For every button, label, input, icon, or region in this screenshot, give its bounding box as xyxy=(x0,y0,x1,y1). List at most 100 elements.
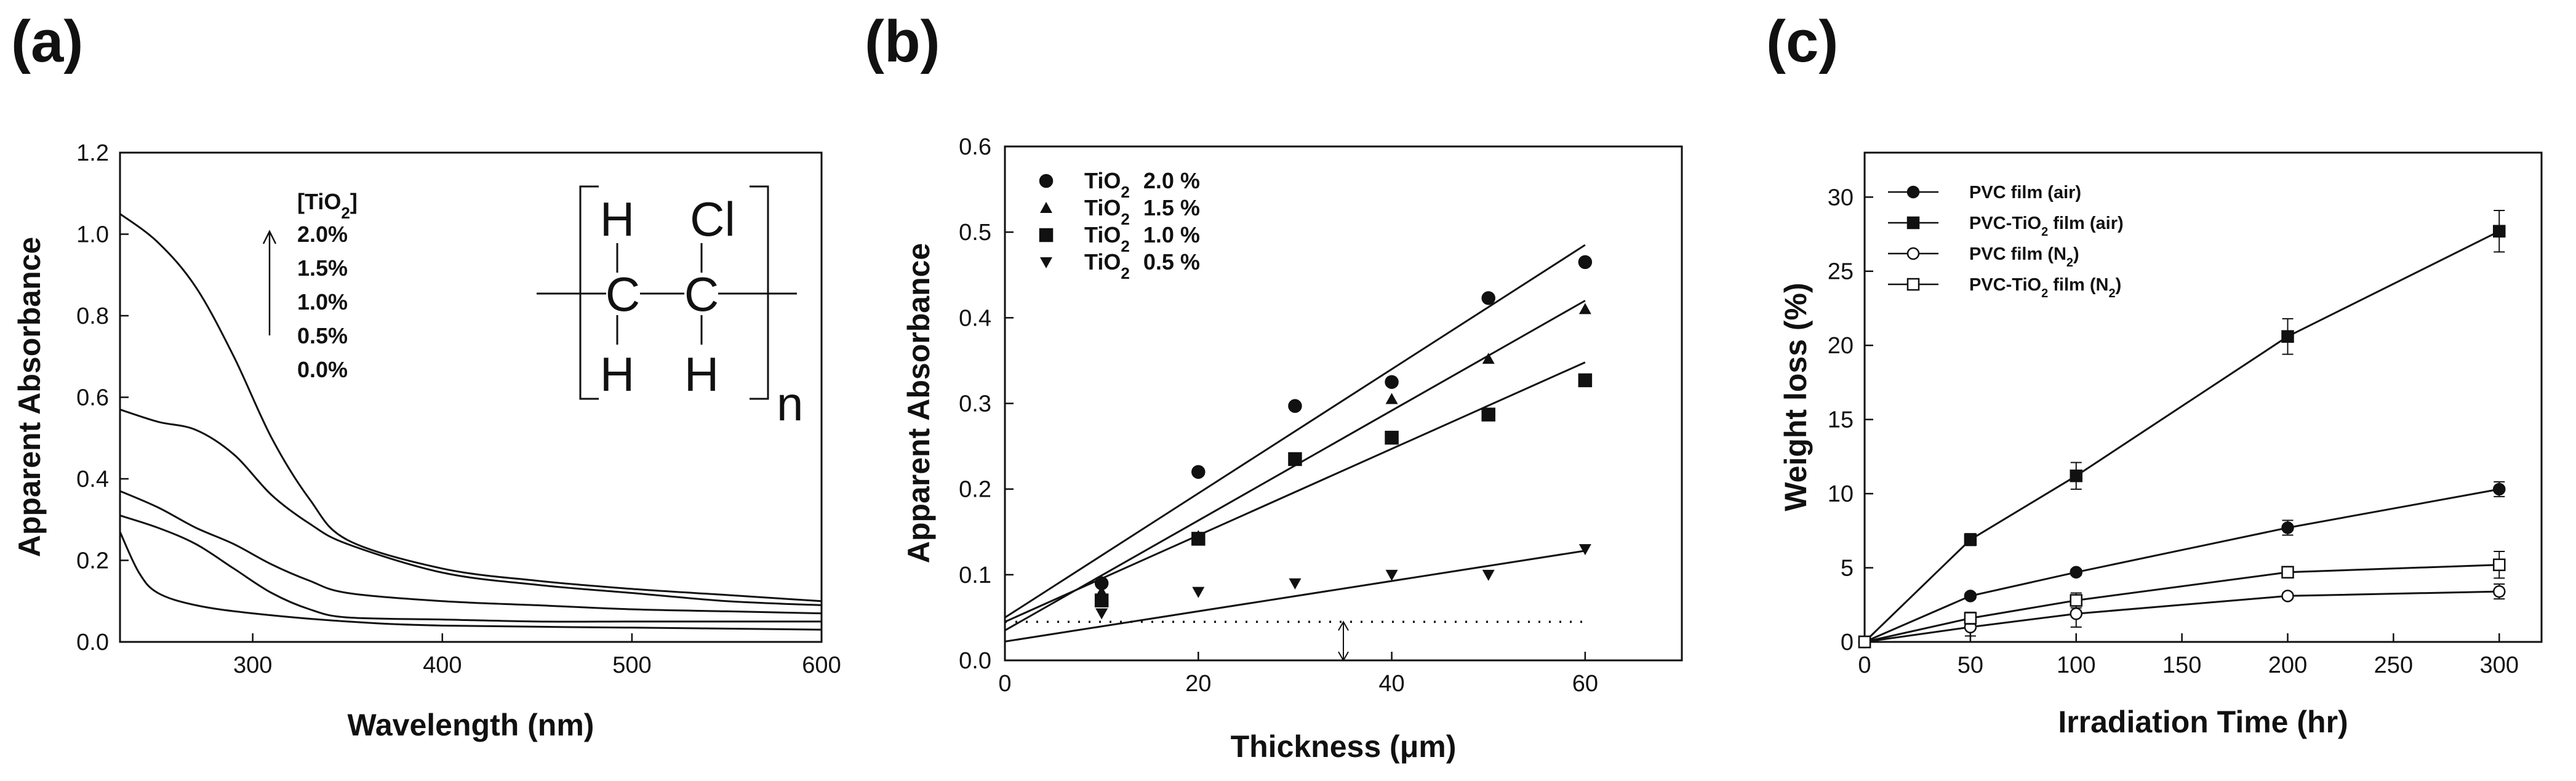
panel-c-legend-sub: 2 xyxy=(2066,256,2073,270)
panel-c-legend-tail: ) xyxy=(2073,244,2079,264)
panel-b-point-0.5% xyxy=(1385,569,1398,581)
structure-atom-c-right: C xyxy=(684,267,719,321)
panel-c-plot-frame xyxy=(1863,151,2543,643)
panel-b-point-0.5% xyxy=(1289,578,1302,590)
panel-b-legend-prefix: TiO xyxy=(1084,222,1121,247)
panel-b-y-axis-label: Apparent Absorbance xyxy=(902,243,936,563)
panel-c-point-2 xyxy=(2493,585,2506,598)
panel-b-chart: 0 20 40 60 0.0 0.1 0.2 0.3 0.4 0.5 0.6 Thickness (… xyxy=(902,134,1683,764)
panel-a-spectrum-line-0.5% xyxy=(119,515,822,623)
panel-b-legend-label-1.0%: TiO2 1.0 % xyxy=(1084,222,1200,255)
panel-c-y-tick-label: 20 xyxy=(1828,333,1854,359)
panel-c-point-3 xyxy=(1964,612,1977,625)
panel-b-point-0.5% xyxy=(1095,608,1108,620)
panel-c-point-3 xyxy=(2281,566,2294,579)
panel-b-legend-marker-2.0% xyxy=(1039,174,1054,188)
panel-b-legend-sub: 2 xyxy=(1121,183,1129,201)
panel-b-legend-prefix: TiO xyxy=(1084,168,1121,193)
panel-b-legend-value: 1.0 % xyxy=(1143,222,1200,247)
panel-b-legend-label-1.5%: TiO2 1.5 % xyxy=(1084,195,1200,228)
panel-a-legend-0.0: 0.0% xyxy=(297,357,348,382)
panel-c-point-1 xyxy=(1964,533,1977,547)
panel-a-spectrum-line-0.0% xyxy=(119,531,822,631)
panel-b-x-tick-label: 40 xyxy=(1378,671,1404,697)
panel-c-point-0 xyxy=(2493,483,2506,496)
panel-a-label: (a) xyxy=(11,9,83,74)
panel-c-label: (c) xyxy=(1766,9,1838,74)
panel-c-legend-sub: 2 xyxy=(2041,287,2048,300)
structure-atom-h-bottom-right: H xyxy=(684,347,719,401)
panel-b-y-tick-label: 0.4 xyxy=(959,305,991,331)
panel-a-arrow-head xyxy=(262,230,277,244)
panel-a-legend-1.0: 1.0% xyxy=(297,289,348,314)
panel-a-legend-2.0: 2.0% xyxy=(297,222,348,247)
panel-c-x-tick-label: 50 xyxy=(1958,652,1983,678)
panel-b-legend-marker-1.0% xyxy=(1039,228,1054,242)
panel-b-point-0.5% xyxy=(1192,587,1205,598)
panel-c-x-tick-label: 150 xyxy=(2162,652,2201,678)
panel-b-legend-prefix: TiO xyxy=(1084,249,1121,274)
panel-b-legend-value: 1.5 % xyxy=(1143,195,1200,220)
panel-c-x-tick-label: 0 xyxy=(1858,652,1871,678)
panel-b-x-tick-label: 20 xyxy=(1185,671,1211,697)
pvc-structure: H Cl C C H H n xyxy=(537,185,803,431)
panel-c-legend-marker-1 xyxy=(1906,216,1920,230)
panel-b-point-1.0% xyxy=(1094,593,1109,607)
panel-a-spectrum-line-1.5% xyxy=(119,408,822,606)
panel-c-point-0 xyxy=(2281,521,2294,534)
panel-c-legend-label-1: PVC-TiO2 film (air) xyxy=(1969,214,2124,239)
structure-atom-h-top: H xyxy=(600,192,634,246)
panel-b-x-tick-label: 0 xyxy=(998,671,1011,697)
panel-c-point-0 xyxy=(2070,566,2082,579)
panel-c-series-line-3 xyxy=(1864,564,2500,643)
panel-a-x-tick-label: 400 xyxy=(423,652,462,678)
panel-b-legend-value: 0.5 % xyxy=(1143,249,1200,274)
panel-c-legend-tail: film (N xyxy=(2048,275,2108,295)
panel-a-y-tick-label: 0.2 xyxy=(76,548,109,574)
panel-a-y-tick-label: 0.4 xyxy=(76,467,109,492)
panel-b-point-1.0% xyxy=(1481,407,1495,422)
panel-c-point-1 xyxy=(2281,330,2294,343)
panel-c-legend-main: PVC-TiO xyxy=(1969,214,2041,233)
panel-c-series-line-0 xyxy=(1864,488,2500,643)
panel-b-point-2.0% xyxy=(1288,399,1302,413)
panel-c-point-3 xyxy=(2493,558,2506,571)
panel-c-y-tick-label: 0 xyxy=(1841,630,1854,655)
panel-a-x-tick-label: 500 xyxy=(612,652,651,678)
panel-c-legend-label-0: PVC film (air) xyxy=(1969,183,2081,202)
panel-a-y-tick-label: 1.2 xyxy=(76,140,109,166)
panel-b-fit-line-2.0% xyxy=(1004,244,1586,619)
panel-c-legend-marker-2 xyxy=(1906,247,1920,260)
panel-c-x-axis-label: Irradiation Time (hr) xyxy=(2058,705,2348,739)
panel-b-point-1.0% xyxy=(1191,532,1206,546)
panel-c-legend-tail2: ) xyxy=(2116,275,2122,295)
panel-c-legend-main: PVC film (N xyxy=(1969,244,2066,264)
panel-b-legend-label-0.5%: TiO2 0.5 % xyxy=(1084,249,1200,282)
panel-b-label: (b) xyxy=(865,9,940,74)
panel-b-legend-marker-0.5% xyxy=(1040,257,1052,268)
panel-b-point-2.0% xyxy=(1191,465,1206,479)
panel-b-point-1.0% xyxy=(1385,430,1399,445)
panel-a-chart: 300 400 500 600 0.0 0.2 0.4 0.6 0.8 1.0 1.2 Wavele… xyxy=(12,140,841,742)
panel-b-point-1.0% xyxy=(1288,452,1302,467)
panel-b-legend-marker-1.5% xyxy=(1040,202,1052,213)
panel-b-point-2.0% xyxy=(1578,255,1593,270)
panel-b-y-tick-label: 0.3 xyxy=(959,391,991,417)
panel-b-point-0.5% xyxy=(1578,544,1591,556)
panel-a-legend-title: [TiO2] xyxy=(297,189,358,222)
panel-b-point-1.0% xyxy=(1578,373,1593,388)
panel-c-legend-main: PVC film (air) xyxy=(1969,183,2081,202)
panel-c-legend-marker-0 xyxy=(1906,185,1920,199)
panel-a-y-tick-label: 0.0 xyxy=(76,630,109,655)
panel-c-legend-marker-3 xyxy=(1906,278,1920,291)
panel-b-legend-label-2.0%: TiO2 2.0 % xyxy=(1084,168,1200,201)
panel-a-x-tick-label: 600 xyxy=(802,652,841,678)
panel-c-y-tick-label: 30 xyxy=(1828,185,1854,210)
panel-c-point-2 xyxy=(2070,607,2082,620)
panel-b-legend-value: 2.0 % xyxy=(1143,168,1200,193)
panel-b-point-2.0% xyxy=(1481,291,1495,305)
structure-subscript-n: n xyxy=(777,377,803,431)
panel-b-legend-sub: 2 xyxy=(1121,237,1129,255)
panel-c-series-line-1 xyxy=(1863,230,2500,643)
panel-c-x-tick-label: 300 xyxy=(2480,652,2519,678)
